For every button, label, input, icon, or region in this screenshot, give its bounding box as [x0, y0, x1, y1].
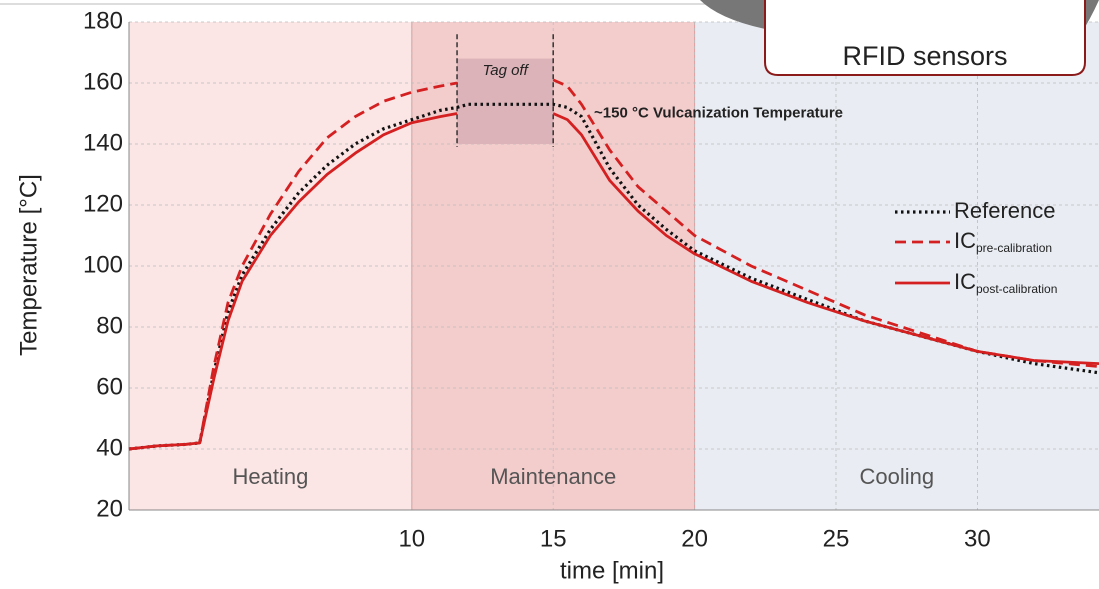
y-tick-label: 140	[83, 129, 123, 156]
annotation: ~150 °C Vulcanization Temperature	[594, 104, 843, 121]
region-label: Heating	[232, 464, 308, 489]
callout-label: RFID sensors	[842, 41, 1007, 71]
x-tick-label: 10	[398, 525, 425, 552]
tag-off-box	[457, 58, 554, 144]
y-tick-label: 80	[96, 312, 123, 339]
x-tick-label: 15	[540, 525, 567, 552]
legend-name: IC	[954, 269, 976, 294]
legend-subscript: post-calibration	[976, 282, 1057, 296]
y-tick-label: 120	[83, 190, 123, 217]
x-tick-label: 20	[681, 525, 708, 552]
x-tick-label: 25	[823, 525, 850, 552]
y-axis-label: Temperature [°C]	[15, 174, 42, 356]
x-tick-label: 30	[964, 525, 991, 552]
y-tick-label: 60	[96, 373, 123, 400]
series-line	[128, 112, 1099, 451]
y-tick-label: 100	[83, 251, 123, 278]
legend-name: IC	[954, 228, 976, 253]
region-label: Cooling	[859, 464, 934, 489]
device-image	[700, 0, 1099, 35]
y-tick-label: 160	[83, 68, 123, 95]
legend-label: ICpost-calibration	[954, 269, 1057, 296]
legend-label: Reference	[954, 198, 1056, 223]
y-tick-label: 40	[96, 434, 123, 461]
callout-box	[764, 0, 1086, 76]
tag-off-label: Tag off	[482, 62, 529, 79]
series-line	[128, 102, 1099, 451]
x-axis-label: time [min]	[560, 557, 664, 584]
legend-name: Reference	[954, 198, 1056, 223]
legend-subscript: pre-calibration	[976, 241, 1052, 255]
y-tick-label: 20	[96, 495, 123, 522]
y-tick-label: 180	[83, 7, 123, 34]
legend-label: ICpre-calibration	[954, 228, 1052, 255]
